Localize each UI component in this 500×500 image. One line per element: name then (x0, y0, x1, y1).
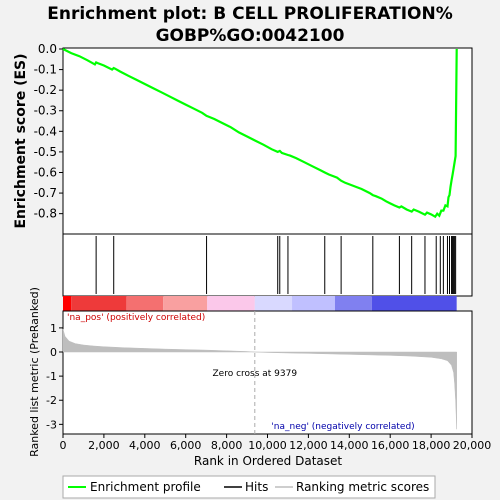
rank-ytick-label: 0 (50, 346, 57, 359)
rank-xtick-label: 10,000 (248, 439, 287, 452)
es-y-axis: 0.0 -0.1 -0.2 -0.3 -0.4 -0.5 -0.6 -0.7 -0.8 (34, 42, 63, 221)
hits-group (95, 236, 457, 294)
es-ytick-label: -0.6 (34, 165, 57, 179)
rank-ytick-label: -2 (46, 394, 57, 407)
rank-xtick-label: 6,000 (170, 439, 202, 452)
color-bar-segment (126, 296, 164, 311)
chart-title-line-1: Enrichment plot: B CELL PROLIFERATION% (47, 4, 453, 24)
es-y-axis-label: Enrichment score (ES) (13, 53, 29, 228)
es-ytick-label: -0.2 (34, 83, 57, 97)
zero-cross-label: Zero cross at 9379 (213, 369, 298, 379)
es-enrichment-line (62, 48, 458, 219)
color-bar-segment (292, 296, 335, 311)
rank-area-group (62, 329, 457, 430)
color-bar-segment (71, 296, 127, 311)
es-ytick-label: -0.1 (34, 63, 57, 77)
legend-label-enrichment: Enrichment profile (90, 480, 201, 494)
rank-ytick-label: 1 (50, 322, 57, 335)
rank-xtick-label: 12,000 (289, 439, 328, 452)
color-bar-segment (254, 296, 293, 311)
rank-y-axis: 1 0 -1 -2 -3 (46, 322, 63, 431)
neg-correlated-label: 'na_neg' (negatively correlated) (271, 422, 414, 432)
chart-title-line-2: GOBP%GO:0042100 (156, 26, 345, 46)
color-bar-segment (163, 296, 208, 311)
rank-xtick-label: 8,000 (211, 439, 243, 452)
es-ytick-label: 0.0 (38, 42, 57, 56)
es-ytick-label: -0.4 (34, 124, 57, 138)
es-ytick-label: -0.8 (34, 207, 57, 221)
color-bar-segment (334, 296, 372, 311)
es-panel-frame (62, 47, 473, 235)
ranking-metric-area (62, 329, 457, 430)
rank-xtick-label: 0 (60, 439, 67, 452)
rank-ytick-label: -1 (46, 370, 57, 383)
rank-x-axis-label: Rank in Ordered Dataset (194, 454, 342, 468)
rank-xtick-label: 20,000 (453, 439, 492, 452)
rank-xtick-label: 14,000 (330, 439, 369, 452)
rank-xtick-label: 18,000 (412, 439, 451, 452)
es-ytick-label: -0.3 (34, 104, 57, 118)
es-line-group (62, 48, 458, 219)
es-ytick-label: -0.5 (34, 145, 57, 159)
rank-xtick-label: 4,000 (129, 439, 161, 452)
rank-xtick-label: 16,000 (371, 439, 410, 452)
legend-box (62, 475, 436, 499)
rank-x-axis: 0 2,000 4,000 6,000 8,000 10,000 12,000 14,000 1… (60, 434, 492, 452)
legend-label-ranking: Ranking metric scores (296, 480, 429, 494)
pos-correlated-label: 'na_pos' (positively correlated) (67, 313, 205, 323)
es-ytick-label: -0.7 (34, 186, 57, 200)
rank-ytick-label: -3 (46, 418, 57, 431)
color-bar-segment (63, 296, 72, 311)
rank-xtick-label: 2,000 (88, 439, 120, 452)
rank-panel-frame (62, 310, 473, 435)
legend-label-hits: Hits (245, 480, 268, 494)
ranked-list-color-bar (63, 296, 457, 311)
rank-y-axis-label: Ranked list metric (PreRanked) (28, 287, 41, 457)
hits-panel-frame (62, 233, 473, 297)
color-bar-segment (371, 296, 457, 311)
color-bar-segment (207, 296, 255, 311)
